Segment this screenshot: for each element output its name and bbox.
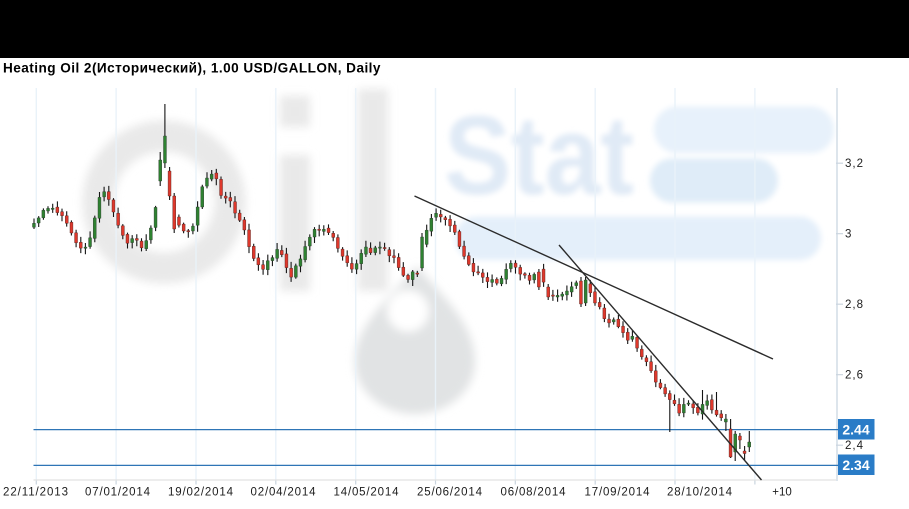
svg-text:2,8: 2,8 xyxy=(845,299,863,311)
svg-text:02/04/2014: 02/04/2014 xyxy=(251,487,317,499)
svg-text:22/11/2013: 22/11/2013 xyxy=(3,487,68,499)
svg-text:2,6: 2,6 xyxy=(845,370,863,382)
svg-text:Heating Oil 2(Исторический), 1: Heating Oil 2(Исторический), 1.00 USD/GA… xyxy=(3,61,381,76)
svg-text:Stat: Stat xyxy=(444,93,634,218)
svg-text:3,2: 3,2 xyxy=(845,158,863,170)
svg-text:3: 3 xyxy=(845,229,851,241)
svg-text:14/05/2014: 14/05/2014 xyxy=(334,487,400,499)
svg-text:06/08/2014: 06/08/2014 xyxy=(501,487,567,499)
svg-text:07/01/2014: 07/01/2014 xyxy=(85,487,151,499)
svg-text:28/10/2014: 28/10/2014 xyxy=(667,487,733,499)
svg-text:2.44: 2.44 xyxy=(842,422,869,438)
svg-text:25/06/2014: 25/06/2014 xyxy=(417,487,483,499)
svg-text:19/02/2014: 19/02/2014 xyxy=(168,487,234,499)
svg-text:2,4: 2,4 xyxy=(845,440,864,452)
svg-text:2.34: 2.34 xyxy=(842,457,869,473)
svg-text:17/09/2014: 17/09/2014 xyxy=(585,487,651,499)
svg-text:+10: +10 xyxy=(772,487,792,499)
